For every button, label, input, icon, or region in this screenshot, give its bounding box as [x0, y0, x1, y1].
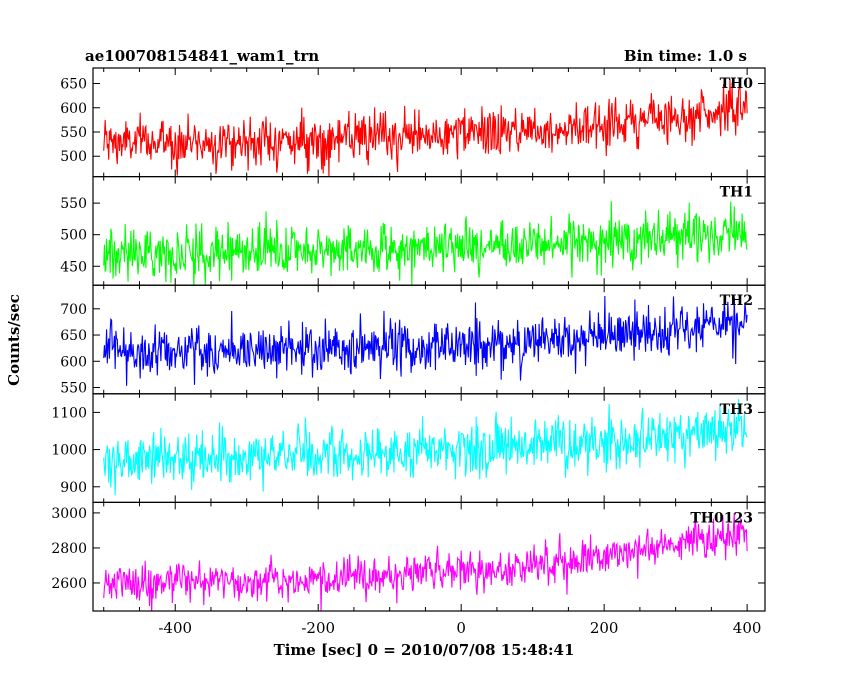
- chart-title: ae100708154841_wam1_trn: [85, 47, 319, 65]
- y-tick-label: 550: [60, 381, 87, 397]
- panel-th3: 900 1000 1100 TH3: [51, 393, 766, 503]
- y-tick-label: 650: [60, 328, 87, 344]
- y-tick-label: 450: [60, 259, 87, 275]
- y-tick-label: 600: [60, 101, 87, 117]
- panel-th0: 500 550 600 650 TH0: [60, 67, 766, 178]
- y-tick-label: 600: [60, 354, 87, 370]
- panel-frame: [92, 501, 766, 612]
- y-tick-label: 550: [60, 196, 87, 212]
- series-line-th1: [103, 200, 748, 286]
- series-line-th0: [103, 78, 748, 177]
- y-tick-label: 500: [60, 228, 87, 244]
- series-line-th0123: [103, 513, 748, 611]
- x-tick-label: 200: [590, 619, 619, 637]
- bin-time-label: Bin time: 1.0 s: [624, 47, 747, 65]
- x-tick-label: -200: [301, 619, 335, 637]
- panel-label: TH0: [720, 76, 754, 92]
- y-tick-label: 550: [60, 125, 87, 141]
- y-tick-label: 1100: [51, 405, 87, 421]
- y-tick-label: 650: [60, 77, 87, 93]
- y-tick-label: 900: [60, 480, 87, 496]
- panel-th0123: 2600 2800 3000 TH0123: [51, 501, 766, 612]
- x-tick-label: 0: [456, 619, 466, 637]
- panel-label: TH0123: [690, 510, 753, 526]
- panel-label: TH2: [720, 293, 753, 309]
- panel-label: TH1: [720, 185, 753, 201]
- y-tick-label: 1000: [51, 443, 87, 459]
- y-tick-label: 700: [60, 302, 87, 318]
- panels-group: 500 550 600 650 TH0 450 500 550 TH1 550 600 650 700 T…: [51, 67, 766, 637]
- series-line-th3: [103, 399, 748, 496]
- y-tick-label: 500: [60, 149, 87, 165]
- y-tick-label: 3000: [51, 506, 87, 522]
- panel-label: TH3: [720, 402, 753, 418]
- x-tick-label: 400: [733, 619, 762, 637]
- x-tick-label: -400: [158, 619, 192, 637]
- series-line-th2: [103, 295, 748, 386]
- x-axis-label: Time [sec] 0 = 2010/07/08 15:48:41: [274, 641, 575, 659]
- y-axis-label: Counts/sec: [5, 294, 23, 386]
- panel-th1: 450 500 550 TH1: [60, 176, 766, 286]
- panel-th2: 550 600 650 700 TH2: [60, 284, 766, 397]
- y-tick-label: 2800: [51, 541, 87, 557]
- y-tick-label: 2600: [51, 576, 87, 592]
